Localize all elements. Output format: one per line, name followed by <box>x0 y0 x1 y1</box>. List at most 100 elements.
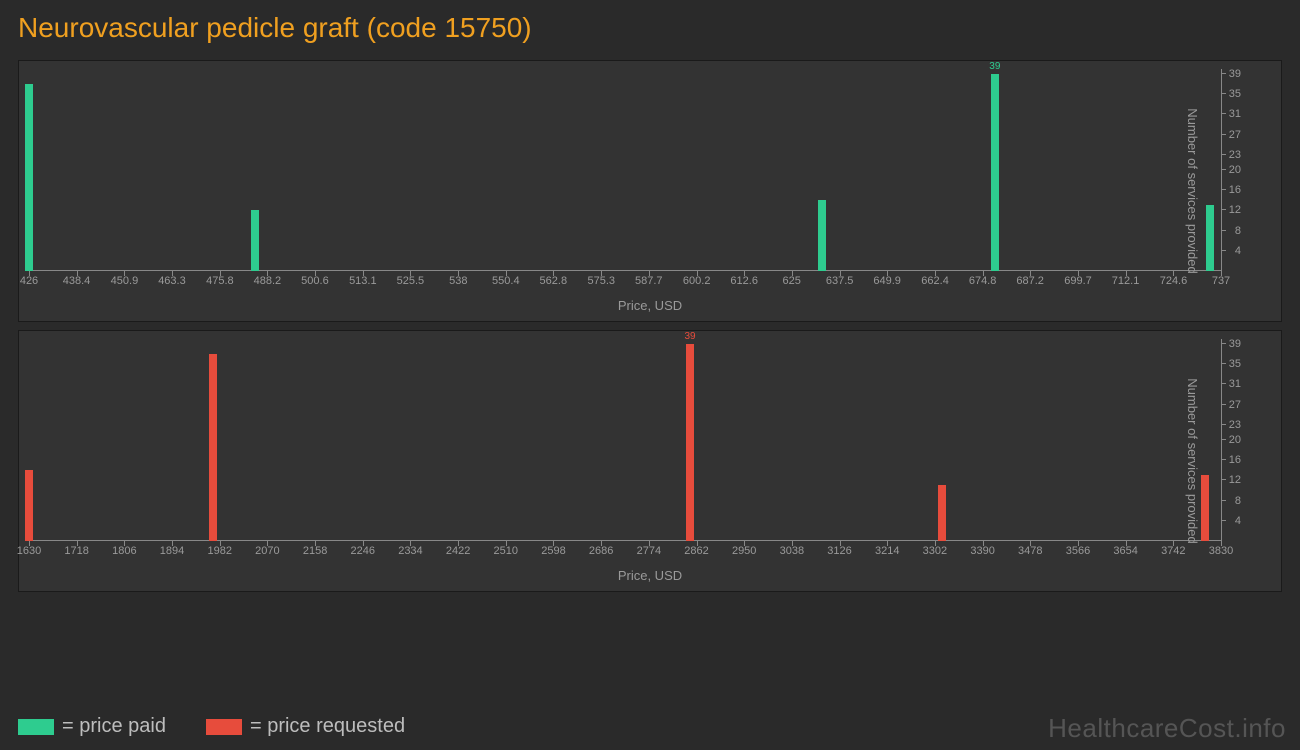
bottom-y-ticks: 481216202327313539 <box>1221 339 1241 541</box>
x-tick-label: 463.3 <box>158 275 186 287</box>
x-axis-label: Price, USD <box>19 568 1281 583</box>
y-tick-label: 39 <box>1229 338 1241 350</box>
x-tick-label: 699.7 <box>1064 275 1092 287</box>
x-tick-label: 1982 <box>207 545 231 557</box>
x-tick-label: 2686 <box>589 545 613 557</box>
x-tick-label: 724.6 <box>1160 275 1188 287</box>
legend: = price paid = price requested <box>18 715 405 738</box>
x-tick-label: 3126 <box>827 545 851 557</box>
x-tick-label: 2774 <box>637 545 661 557</box>
x-tick-label: 2950 <box>732 545 756 557</box>
chart-bar <box>251 210 259 271</box>
x-tick-label: 438.4 <box>63 275 91 287</box>
x-tick-label: 500.6 <box>301 275 329 287</box>
x-tick-label: 1718 <box>64 545 88 557</box>
top-plot-area: 39 <box>29 69 1221 271</box>
x-tick-label: 475.8 <box>206 275 234 287</box>
x-tick-label: 612.6 <box>730 275 758 287</box>
top-y-ticks: 481216202327313539 <box>1221 69 1241 271</box>
x-tick-label: 2510 <box>494 545 518 557</box>
top-x-ticks: 426438.4450.9463.3475.8488.2500.6513.152… <box>29 275 1221 291</box>
legend-item-requested: = price requested <box>206 715 405 738</box>
x-tick-label: 538 <box>449 275 467 287</box>
y-tick-label: 35 <box>1229 88 1241 100</box>
bar-value-label: 39 <box>684 331 695 342</box>
x-tick-label: 3654 <box>1113 545 1137 557</box>
x-tick-label: 2070 <box>255 545 279 557</box>
y-tick-label: 12 <box>1229 474 1241 486</box>
x-tick-label: 637.5 <box>826 275 854 287</box>
x-tick-label: 426 <box>20 275 38 287</box>
x-tick-label: 2246 <box>351 545 375 557</box>
x-tick-label: 687.2 <box>1016 275 1044 287</box>
y-tick-label: 4 <box>1235 245 1241 257</box>
x-tick-label: 3742 <box>1161 545 1185 557</box>
bar-value-label: 39 <box>989 61 1000 72</box>
y-tick-label: 20 <box>1229 434 1241 446</box>
chart-bar <box>1201 475 1209 541</box>
x-tick-label: 662.4 <box>921 275 949 287</box>
chart-bar <box>938 485 946 541</box>
x-tick-label: 2598 <box>541 545 565 557</box>
page-title: Neurovascular pedicle graft (code 15750) <box>0 0 1300 52</box>
x-tick-label: 625 <box>783 275 801 287</box>
x-tick-label: 712.1 <box>1112 275 1140 287</box>
y-tick-label: 23 <box>1229 419 1241 431</box>
chart-bar <box>25 470 33 541</box>
x-tick-label: 1806 <box>112 545 136 557</box>
y-tick-label: 39 <box>1229 68 1241 80</box>
x-tick-label: 575.3 <box>587 275 615 287</box>
x-axis-line <box>29 540 1221 541</box>
y-tick-label: 12 <box>1229 204 1241 216</box>
x-tick-label: 737 <box>1212 275 1230 287</box>
y-tick-label: 23 <box>1229 149 1241 161</box>
legend-item-paid: = price paid <box>18 715 166 738</box>
x-tick-label: 3830 <box>1209 545 1233 557</box>
x-tick-label: 562.8 <box>540 275 568 287</box>
bottom-chart-panel: 39 1630171818061894198220702158224623342… <box>18 330 1282 592</box>
x-tick-label: 550.4 <box>492 275 520 287</box>
x-tick-label: 3302 <box>923 545 947 557</box>
x-tick-label: 2334 <box>398 545 422 557</box>
x-tick-label: 3214 <box>875 545 899 557</box>
x-tick-label: 3390 <box>970 545 994 557</box>
watermark: HealthcareCost.info <box>1048 713 1286 744</box>
x-tick-label: 674.8 <box>969 275 997 287</box>
x-tick-label: 2422 <box>446 545 470 557</box>
legend-label: = price requested <box>250 715 405 738</box>
x-tick-label: 450.9 <box>111 275 139 287</box>
legend-swatch <box>18 719 54 735</box>
y-tick-label: 31 <box>1229 108 1241 120</box>
bottom-x-ticks: 1630171818061894198220702158224623342422… <box>29 545 1221 561</box>
y-tick-label: 8 <box>1235 495 1241 507</box>
legend-swatch <box>206 719 242 735</box>
chart-bar <box>818 200 826 271</box>
y-tick-label: 27 <box>1229 129 1241 141</box>
x-tick-label: 649.9 <box>873 275 901 287</box>
y-tick-label: 35 <box>1229 358 1241 370</box>
x-tick-label: 2862 <box>684 545 708 557</box>
chart-bar: 39 <box>991 74 999 271</box>
x-tick-label: 587.7 <box>635 275 663 287</box>
y-tick-label: 20 <box>1229 164 1241 176</box>
x-tick-label: 1894 <box>160 545 184 557</box>
x-tick-label: 3566 <box>1066 545 1090 557</box>
chart-bar: 39 <box>686 344 694 541</box>
chart-bar <box>25 84 33 271</box>
x-tick-label: 513.1 <box>349 275 377 287</box>
x-tick-label: 525.5 <box>397 275 425 287</box>
y-tick-label: 31 <box>1229 378 1241 390</box>
bottom-plot-area: 39 <box>29 339 1221 541</box>
chart-bar <box>209 354 217 541</box>
legend-label: = price paid <box>62 715 166 738</box>
x-tick-label: 600.2 <box>683 275 711 287</box>
x-tick-label: 3038 <box>780 545 804 557</box>
y-axis-label: Number of services provided <box>1185 378 1200 543</box>
x-axis-line <box>29 270 1221 271</box>
y-tick-label: 16 <box>1229 454 1241 466</box>
y-axis-label: Number of services provided <box>1185 108 1200 273</box>
x-tick-label: 1630 <box>17 545 41 557</box>
chart-bar <box>1206 205 1214 271</box>
y-tick-label: 27 <box>1229 399 1241 411</box>
y-tick-label: 16 <box>1229 184 1241 196</box>
